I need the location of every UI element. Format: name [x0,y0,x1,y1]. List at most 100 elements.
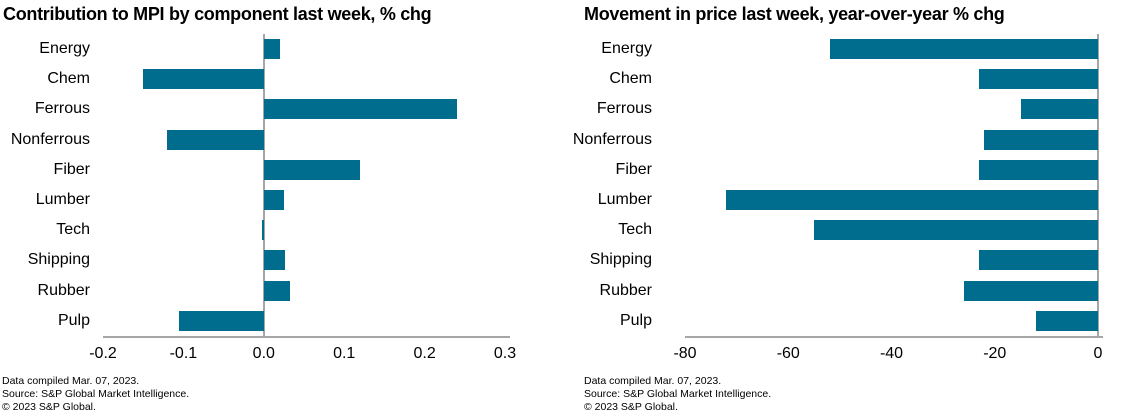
chart-row: Tech [561,215,1122,245]
category-label-rubber: Rubber [37,281,90,299]
x-tick-label: -0.2 [89,344,117,362]
footnote-line: © 2023 S&P Global. [584,400,678,413]
chart-title: Contribution to MPI by component last we… [3,4,432,24]
category-label-pulp: Pulp [619,311,652,329]
chart-row: Tech [0,215,561,245]
bar-pulp [1036,310,1098,331]
bar-tech [814,220,1098,241]
zero-baseline [263,34,265,338]
bar-ferrous [1020,99,1098,120]
chart-title: Movement in price last week, year-over-y… [584,4,1005,24]
chart-row: Nonferrous [0,125,561,155]
x-axis-line [103,335,510,338]
chart-row: Lumber [0,185,561,215]
bar-track [685,245,1098,275]
bar-rows: Energy Chem Ferrous Nonferrous Fiber Lumber Te… [561,34,1122,336]
footnote-line: Source: S&P Global Market Intelligence. [584,387,772,400]
bar-nonferrous [984,129,1098,150]
bar-track [685,185,1098,215]
bar-track [103,185,505,215]
source-note: Data compiled Mar. 07, 2023. Source: S&P… [2,375,561,414]
bar-chem [979,69,1098,90]
chart-row: Lumber [561,185,1122,215]
bar-track [685,306,1098,336]
bar-track [685,155,1098,185]
bar-track [103,64,505,94]
x-tick-label: 0 [1093,344,1103,362]
bar-fiber [979,159,1098,180]
x-tick-label: 0.1 [333,344,356,362]
bar-track [103,155,505,185]
chart-row: Rubber [0,276,561,306]
x-tick-label: -60 [776,344,800,362]
chart-row: Chem [561,64,1122,94]
chart-row: Shipping [561,245,1122,275]
chart-row: Fiber [0,155,561,185]
bar-tech [262,220,265,241]
bar-track [685,94,1098,124]
category-label-shipping: Shipping [589,251,652,269]
chart-row: Shipping [0,245,561,275]
footnote-line: Source: S&P Global Market Intelligence. [2,387,190,400]
bar-track [685,64,1098,94]
chart-row: Energy [0,34,561,64]
bar-track [103,125,505,155]
category-label-pulp: Pulp [57,311,90,329]
price-movement-chart: Movement in price last week, year-over-y… [561,0,1122,414]
category-label-tech: Tech [618,221,652,239]
x-axis-ticks: -0.2 -0.1 0.0 0.1 0.2 0.3 [0,345,561,363]
category-label-nonferrous: Nonferrous [10,130,90,148]
x-tick-label: 0.2 [413,344,436,362]
category-label-fiber: Fiber [53,160,90,178]
bar-fiber [263,159,361,180]
bar-track [685,276,1098,306]
category-label-energy: Energy [39,40,90,58]
bar-rubber [263,280,291,301]
bar-rubber [963,280,1098,301]
bar-lumber [726,190,1098,211]
category-label-tech: Tech [56,221,90,239]
chart-row: Nonferrous [561,125,1122,155]
bar-track [103,94,505,124]
bar-chem [143,69,264,90]
x-axis-ticks: -80 -60 -40 -20 0 [561,345,1122,363]
bar-track [103,276,505,306]
bar-nonferrous [167,129,264,150]
x-tick-label: -80 [673,344,697,362]
category-label-lumber: Lumber [35,191,90,209]
chart-row: Pulp [0,306,561,336]
category-label-chem: Chem [47,70,90,88]
x-tick-label: -0.1 [169,344,198,362]
category-label-nonferrous: Nonferrous [572,130,652,148]
category-label-fiber: Fiber [615,160,652,178]
bar-pulp [179,310,264,331]
bar-rows: Energy Chem Ferrous Nonferrous Fiber Lumber Te… [0,34,561,336]
category-label-ferrous: Ferrous [34,100,90,118]
chart-plot-area: Energy Chem Ferrous Nonferrous Fiber Lumber Te… [561,34,1122,363]
x-tick-label: -40 [879,344,904,362]
category-label-chem: Chem [609,70,652,88]
footnote-line: Data compiled Mar. 07, 2023. [2,374,140,387]
bar-track [685,215,1098,245]
bar-track [685,125,1098,155]
x-tick-label: 0.3 [493,344,517,362]
category-label-rubber: Rubber [599,281,652,299]
category-label-lumber: Lumber [597,191,652,209]
bar-energy [829,39,1098,60]
zero-baseline [1097,34,1099,338]
chart-row: Ferrous [0,94,561,124]
chart-row: Rubber [561,276,1122,306]
category-label-ferrous: Ferrous [596,100,652,118]
footnote-line: Data compiled Mar. 07, 2023. [584,374,722,387]
chart-row: Energy [561,34,1122,64]
bar-lumber [263,190,284,211]
bar-track [103,34,505,64]
bar-track [103,306,505,336]
bar-shipping [979,250,1098,271]
category-label-shipping: Shipping [27,251,90,269]
source-note: Data compiled Mar. 07, 2023. Source: S&P… [584,375,1122,414]
bar-ferrous [263,99,457,120]
bar-track [103,215,505,245]
x-tick-label: 0.0 [252,344,275,362]
mpi-contribution-chart: Contribution to MPI by component last we… [0,0,561,414]
